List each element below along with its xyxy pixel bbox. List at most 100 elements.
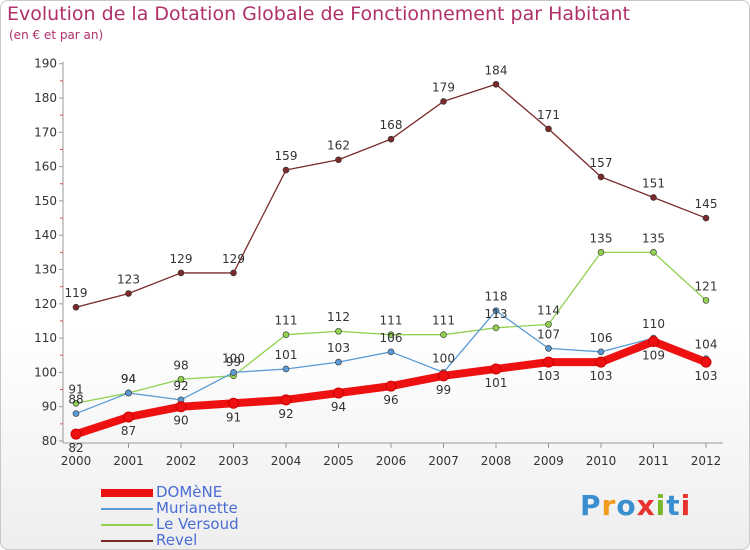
data-point: [282, 331, 290, 338]
x-tick-label: 2006: [376, 454, 407, 468]
data-label: 101: [275, 348, 298, 362]
chart-subtitle: (en € et par an): [9, 28, 104, 42]
data-point: [72, 399, 80, 407]
x-tick-label: 2003: [218, 454, 249, 468]
data-label: 99: [436, 383, 451, 397]
data-label: 88: [68, 393, 83, 407]
data-label: 111: [380, 314, 403, 328]
y-tick-label: 160: [34, 160, 57, 174]
x-tick-label: 2011: [638, 454, 669, 468]
data-point: [595, 356, 607, 368]
data-point: [333, 387, 344, 399]
data-label: 98: [173, 358, 188, 372]
x-tick-label: 2012: [691, 454, 722, 468]
data-label: 162: [327, 139, 350, 153]
data-point: [385, 380, 397, 392]
legend-label: DOMèNE: [156, 483, 223, 501]
logo-letter: o: [616, 489, 637, 522]
data-point: [597, 173, 605, 181]
data-point: [280, 394, 292, 406]
y-tick-label: 110: [34, 331, 57, 345]
y-tick-label: 80: [42, 434, 57, 448]
logo-letter: r: [601, 489, 617, 522]
data-label: 112: [327, 310, 350, 324]
data-point: [70, 428, 82, 440]
data-label: 118: [485, 290, 508, 304]
y-tick-label: 190: [34, 57, 57, 71]
data-point: [650, 249, 657, 256]
data-label: 129: [170, 252, 193, 266]
data-label: 110: [642, 317, 665, 331]
data-label: 103: [327, 341, 350, 355]
data-point: [387, 331, 395, 338]
data-label: 157: [590, 156, 613, 170]
data-label: 109: [642, 349, 665, 363]
x-tick-label: 2001: [113, 454, 144, 468]
data-label: 94: [121, 372, 136, 386]
data-point: [650, 194, 657, 201]
logo-letter: i: [655, 489, 667, 522]
y-tick-label: 130: [34, 263, 57, 277]
legend-swatch: [101, 489, 153, 497]
x-tick-label: 2005: [323, 454, 354, 468]
data-point: [492, 324, 500, 332]
legend-label: Revel: [156, 531, 198, 549]
data-label: 90: [173, 414, 188, 428]
data-point: [545, 345, 552, 352]
data-label: 103: [537, 369, 560, 383]
y-tick-label: 180: [34, 91, 57, 105]
data-point: [545, 125, 552, 133]
data-label: 168: [380, 118, 403, 132]
data-point: [700, 356, 712, 368]
data-point: [387, 348, 395, 356]
data-label: 184: [485, 63, 508, 77]
legend-swatch: [101, 540, 153, 542]
data-point: [597, 249, 605, 256]
data-label: 103: [590, 369, 613, 383]
data-point: [543, 356, 554, 368]
x-tick-label: 2002: [166, 454, 197, 468]
legend-label: Murianette: [156, 499, 238, 517]
data-point: [702, 214, 710, 222]
data-label: 104: [695, 338, 718, 352]
data-label: 96: [383, 393, 398, 407]
data-point: [597, 348, 605, 356]
x-tick-label: 2007: [428, 454, 459, 468]
data-label: 101: [485, 376, 508, 390]
data-label: 121: [695, 279, 718, 293]
logo-letter: x: [636, 489, 656, 522]
data-point: [177, 375, 185, 383]
data-label: 123: [117, 273, 140, 287]
data-label: 111: [432, 314, 455, 328]
data-point: [228, 397, 239, 409]
data-label: 92: [278, 407, 293, 421]
y-tick-label: 90: [42, 400, 57, 414]
data-point: [702, 297, 710, 304]
logo-letter: P: [580, 489, 602, 522]
data-label: 145: [695, 197, 718, 211]
data-label: 135: [590, 231, 613, 245]
data-point: [282, 166, 290, 174]
data-label: 107: [537, 327, 560, 341]
data-label: 82: [68, 441, 83, 455]
data-label: 135: [642, 231, 665, 245]
data-point: [72, 303, 80, 311]
data-point: [438, 370, 449, 382]
data-label: 100: [222, 351, 245, 365]
data-label: 99: [226, 355, 241, 369]
logo-letter: t: [666, 489, 681, 522]
data-point: [177, 269, 185, 277]
x-tick-label: 2010: [586, 454, 617, 468]
data-point: [230, 369, 237, 376]
data-point: [440, 98, 447, 105]
data-point: [282, 365, 290, 373]
data-label: 179: [432, 80, 455, 94]
x-tick-label: 2004: [271, 454, 302, 468]
legend-label: Le Versoud: [156, 515, 239, 533]
y-tick-label: 100: [34, 365, 57, 379]
data-label: 100: [432, 351, 455, 365]
data-label: 119: [65, 286, 88, 300]
data-point: [125, 290, 132, 297]
